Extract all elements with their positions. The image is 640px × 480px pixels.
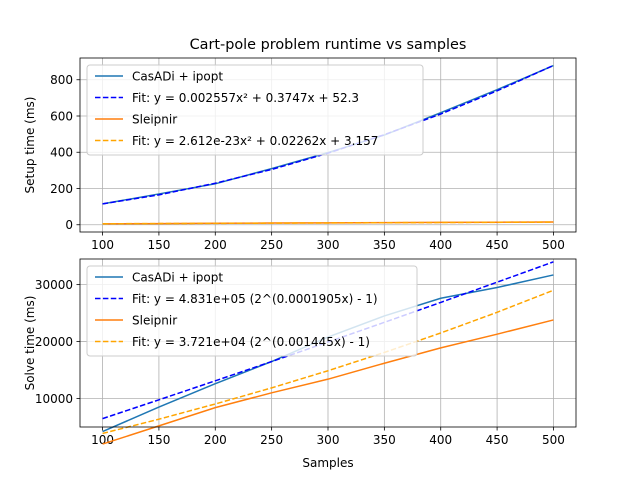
x-tick-label: 150 [147, 433, 170, 447]
y-tick-label: 30000 [35, 278, 73, 292]
setup-axes-frame [79, 57, 577, 233]
legend-frame [86, 265, 418, 357]
x-tick-label: 500 [542, 433, 565, 447]
legend-label: CasADi + ipopt [132, 270, 223, 284]
series-line [102, 289, 554, 435]
legend-frame [86, 64, 424, 156]
solve-y-axis-label: Solve time (ms) [23, 296, 37, 391]
x-tick-label: 400 [429, 238, 452, 252]
y-tick-label: 200 [50, 182, 73, 196]
x-tick-label: 100 [91, 238, 114, 252]
y-tick-label: 600 [50, 109, 73, 123]
y-tick-label: 0 [65, 218, 73, 232]
setup-y-axis-label: Setup time (ms) [23, 97, 37, 194]
setup-legend: CasADi + ipopt Fit: y = 0.002557x² + 0.37… [86, 64, 424, 156]
x-tick-label: 300 [317, 433, 340, 447]
setup-time-axes: 100 150 200 250 300 350 400 450 500 0 200 400 600 800… [23, 57, 577, 252]
legend-label: Fit: y = 4.831e+05 (2^(0.0001905x) - 1) [132, 292, 378, 306]
solve-time-axes: 100 150 200 250 300 350 400 450 500 10000 20000 300… [23, 258, 577, 470]
x-tick-label: 400 [429, 433, 452, 447]
x-tick-label: 350 [373, 433, 396, 447]
y-tick-label: 20000 [35, 335, 73, 349]
legend-label: CasADi + ipopt [132, 69, 223, 83]
series-line [102, 221, 554, 225]
y-tick-label: 400 [50, 146, 73, 160]
x-tick-label: 150 [147, 238, 170, 252]
x-tick-label: 250 [260, 238, 283, 252]
x-tick-label: 350 [373, 238, 396, 252]
x-tick-label: 500 [542, 238, 565, 252]
solve-x-axis-label: Samples [302, 456, 353, 470]
legend-label: Fit: y = 3.721e+04 (2^(0.001445x) - 1) [132, 335, 370, 349]
figure-title: Cart-pole problem runtime vs samples [190, 37, 467, 53]
x-tick-label: 450 [486, 238, 509, 252]
x-tick-label: 200 [204, 433, 227, 447]
solve-legend: CasADi + ipopt Fit: y = 4.831e+05 (2^(0.0… [86, 265, 418, 357]
legend-label: Sleipnir [132, 112, 177, 126]
x-tick-label: 100 [91, 433, 114, 447]
x-tick-label: 300 [317, 238, 340, 252]
solve-axes-frame [79, 258, 577, 428]
series-line [102, 319, 554, 445]
legend-label: Fit: y = 0.002557x² + 0.3747x + 52.3 [132, 91, 359, 105]
x-tick-label: 250 [260, 433, 283, 447]
legend-label: Sleipnir [132, 313, 177, 327]
x-tick-label: 450 [486, 433, 509, 447]
y-tick-label: 10000 [35, 392, 73, 406]
x-tick-label: 200 [204, 238, 227, 252]
legend-label: Fit: y = 2.612e-23x² + 0.02262x + 3.157 [132, 134, 378, 148]
y-tick-label: 800 [50, 73, 73, 87]
